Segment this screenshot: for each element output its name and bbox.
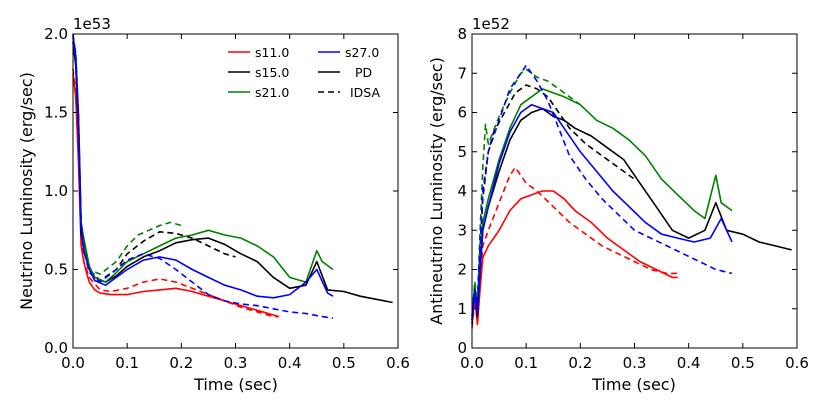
neutrino-y-tick-label: 2.0 xyxy=(44,25,68,43)
neutrino-x-tick-label: 0.0 xyxy=(61,354,85,372)
antineutrino-chart: 0.0 0.1 0.2 0.3 0.4 0.5 0.6 0 1 2 3 4 5 6 7 8 1e52 Time… xyxy=(427,15,809,394)
neutrino-offset-label: 1e53 xyxy=(73,15,111,33)
neutrino-series-lines xyxy=(72,33,393,319)
neutrino-x-tick-label: 0.2 xyxy=(169,354,193,372)
neutrino-series-s27-0-idsa xyxy=(72,33,334,319)
antineutrino-series-s21-0-idsa xyxy=(471,68,581,321)
antineutrino-x-tick-label: 0.1 xyxy=(514,354,538,372)
neutrino-y-axis-label: Neutrino Luminosity (erg/sec) xyxy=(17,72,36,310)
neutrino-x-tick-label: 0.1 xyxy=(115,354,139,372)
neutrino-series-s21-0-pd xyxy=(72,36,334,283)
legend-label-s27: s27.0 xyxy=(345,45,379,60)
legend-label-s21: s21.0 xyxy=(255,85,289,100)
antineutrino-y-tick-label: 7 xyxy=(457,64,467,82)
legend: s11.0 s15.0 s21.0 s27.0 PD IDSA xyxy=(228,45,380,100)
antineutrino-series-lines xyxy=(471,64,792,329)
antineutrino-x-axis-label: Time (sec) xyxy=(591,375,676,394)
antineutrino-y-tick-label: 0 xyxy=(457,339,467,357)
neutrino-ticks: 0.0 0.1 0.2 0.3 0.4 0.5 0.6 0.0 0.5 1.0 1.5 2.0 xyxy=(44,25,410,372)
neutrino-x-tick-label: 0.5 xyxy=(332,354,356,372)
neutrino-x-axis-label: Time (sec) xyxy=(193,375,278,394)
legend-label-pd: PD xyxy=(355,65,372,80)
antineutrino-x-tick-label: 0.0 xyxy=(460,354,484,372)
antineutrino-y-tick-label: 3 xyxy=(457,221,467,239)
legend-label-s11: s11.0 xyxy=(255,45,289,60)
neutrino-x-tick-label: 0.3 xyxy=(224,354,248,372)
antineutrino-y-tick-label: 4 xyxy=(457,182,467,200)
antineutrino-y-axis-label: Antineutrino Luminosity (erg/sec) xyxy=(427,57,446,325)
antineutrino-series-s11-0-pd xyxy=(471,190,678,326)
neutrino-y-tick-label: 1.0 xyxy=(44,182,68,200)
antineutrino-series-s27-0-idsa xyxy=(471,64,733,321)
legend-label-idsa: IDSA xyxy=(350,85,380,100)
neutrino-chart: 0.0 0.1 0.2 0.3 0.4 0.5 0.6 0.0 0.5 1.0 1.5 2.0 1e5… xyxy=(17,15,410,394)
antineutrino-y-tick-label: 2 xyxy=(457,261,467,279)
neutrino-y-tick-label: 1.5 xyxy=(44,104,68,122)
neutrino-series-s11-0-idsa xyxy=(72,68,279,318)
antineutrino-ticks: 0.0 0.1 0.2 0.3 0.4 0.5 0.6 0 1 2 3 4 5 6 7 8 xyxy=(457,25,808,372)
neutrino-x-tick-label: 0.4 xyxy=(278,354,302,372)
antineutrino-x-tick-label: 0.3 xyxy=(623,354,647,372)
neutrino-y-tick-label: 0.0 xyxy=(44,339,68,357)
antineutrino-x-tick-label: 0.2 xyxy=(568,354,592,372)
antineutrino-y-tick-label: 5 xyxy=(457,143,467,161)
antineutrino-series-s21-0-pd xyxy=(471,88,733,317)
neutrino-x-tick-label: 0.6 xyxy=(386,354,410,372)
antineutrino-x-tick-label: 0.4 xyxy=(677,354,701,372)
antineutrino-y-tick-label: 1 xyxy=(457,300,467,318)
neutrino-y-tick-label: 0.5 xyxy=(44,261,68,279)
antineutrino-series-s27-0-pd xyxy=(471,103,733,321)
antineutrino-y-tick-label: 6 xyxy=(457,104,467,122)
antineutrino-offset-label: 1e52 xyxy=(472,15,510,33)
antineutrino-x-tick-label: 0.6 xyxy=(785,354,809,372)
antineutrino-x-tick-label: 0.5 xyxy=(731,354,755,372)
legend-label-s15: s15.0 xyxy=(255,65,289,80)
antineutrino-y-tick-label: 8 xyxy=(457,25,467,43)
